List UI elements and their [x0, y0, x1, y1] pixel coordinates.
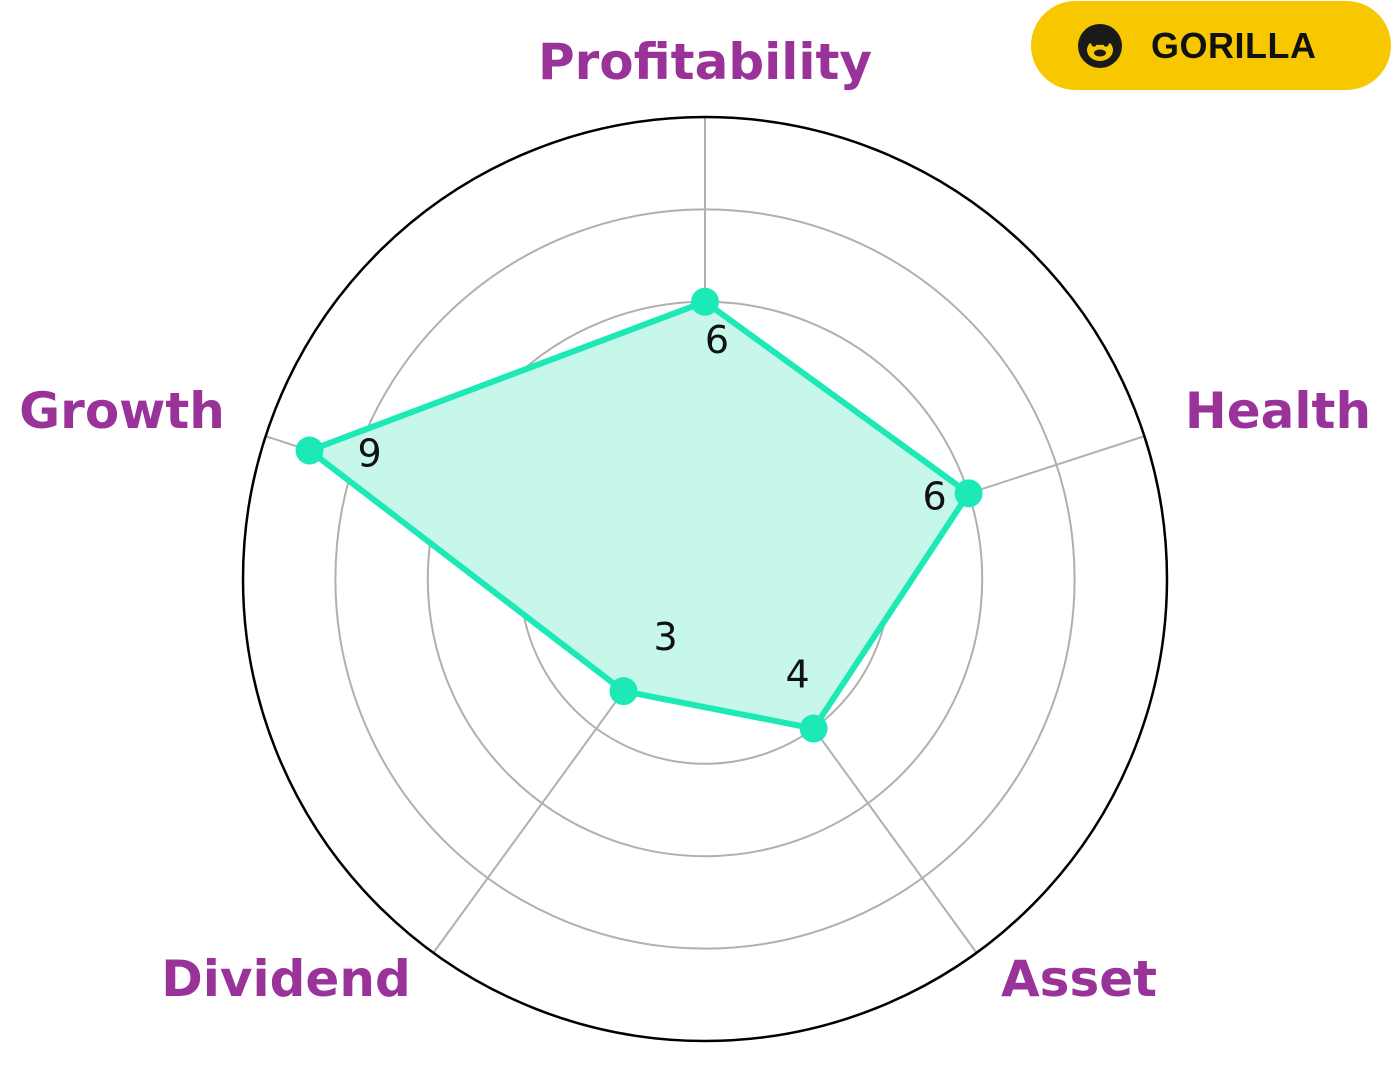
data-point-profitability — [691, 287, 719, 316]
value-label-profitability: 6 — [705, 318, 729, 362]
brand-badge: GORILLA — [1031, 1, 1391, 90]
axis-label-profitability: Profitability — [538, 33, 872, 91]
value-label-growth: 9 — [357, 432, 381, 476]
value-label-asset: 4 — [786, 653, 810, 697]
data-point-health — [954, 479, 983, 508]
value-label-health: 6 — [923, 474, 947, 518]
series-area — [306, 298, 972, 732]
axis-label-dividend: Dividend — [161, 950, 410, 1008]
axis-label-growth: Growth — [19, 382, 225, 440]
radar-series — [295, 287, 983, 743]
data-point-dividend — [609, 677, 638, 706]
axis-label-health: Health — [1185, 382, 1371, 440]
brand-name: GORILLA — [1151, 24, 1317, 66]
radar-labels: Profitability Health Asset Dividend Growth 6 6… — [19, 33, 1371, 1008]
gorilla-logo-icon — [1078, 23, 1122, 68]
value-label-dividend: 3 — [653, 615, 677, 659]
outer-frame — [241, 115, 1169, 1043]
axis-label-asset: Asset — [1001, 950, 1157, 1008]
data-point-growth — [295, 436, 324, 465]
data-point-asset — [799, 714, 828, 743]
